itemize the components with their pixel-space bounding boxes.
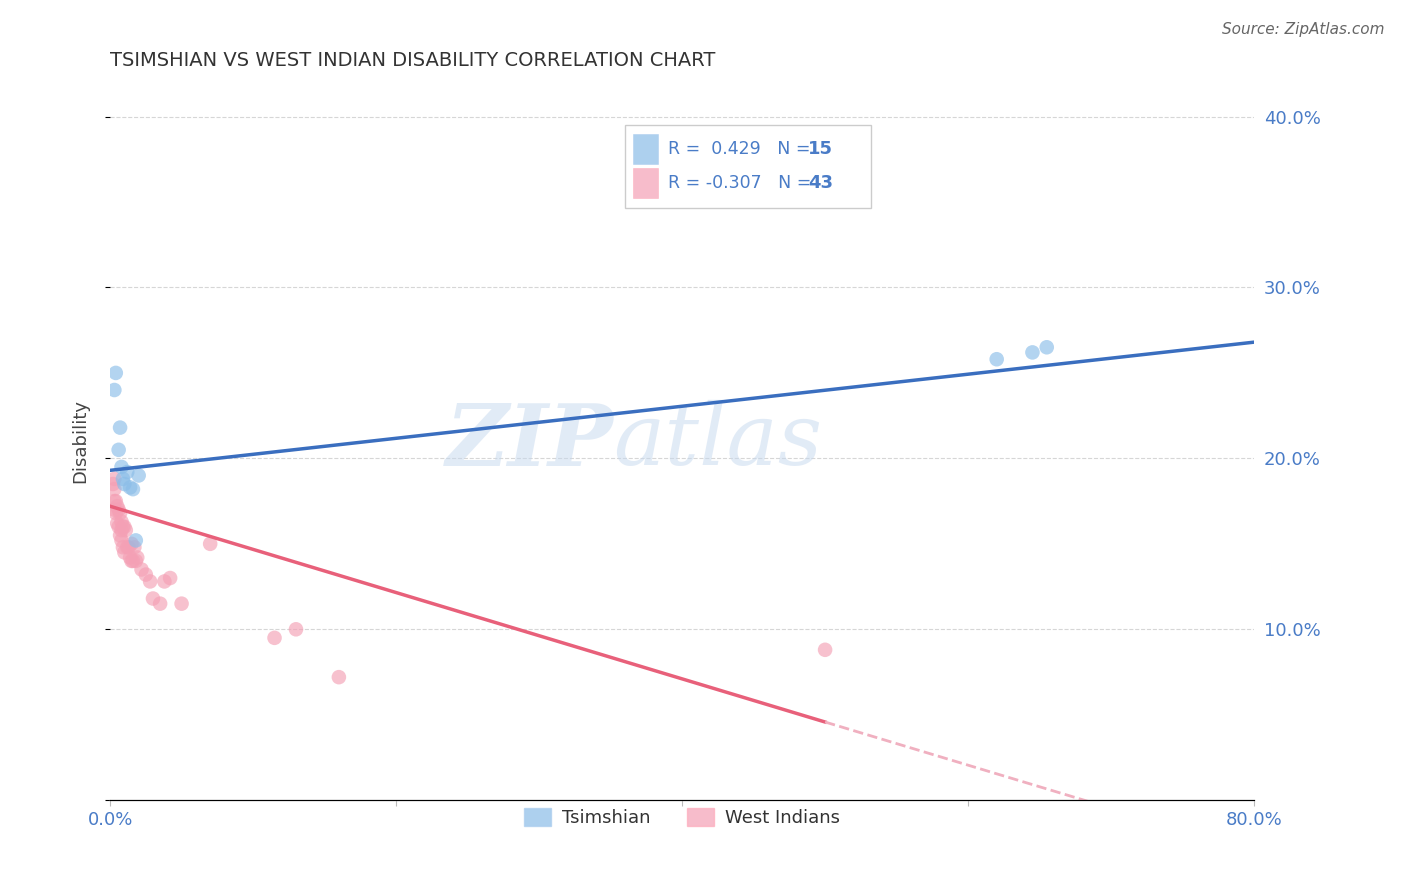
Point [111,541,134,555]
Point [135,567,157,582]
Point [131,562,153,576]
Text: ZIP: ZIP [446,400,613,483]
Point [285,622,308,636]
Point [153,574,176,589]
Text: R =  0.429   N =: R = 0.429 N = [668,140,817,158]
Y-axis label: Disability: Disability [72,400,89,483]
Point [103,472,125,486]
Point [108,528,131,542]
Point [128,468,150,483]
Point [122,554,145,568]
Point [198,537,221,551]
Text: R = -0.307   N =: R = -0.307 N = [668,174,817,192]
Point [142,591,165,606]
Point [114,523,136,537]
Point [104,494,127,508]
Point [110,533,132,548]
FancyBboxPatch shape [624,126,870,208]
Point [104,366,127,380]
Point [115,465,138,479]
Point [1021,345,1043,359]
Point [120,480,142,494]
Point [105,500,128,514]
Text: TSIMSHIAN VS WEST INDIAN DISABILITY CORRELATION CHART: TSIMSHIAN VS WEST INDIAN DISABILITY CORR… [110,51,716,70]
Point [115,541,138,555]
Point [103,482,125,496]
Point [110,515,132,529]
Point [110,523,132,537]
Text: 43: 43 [808,174,832,192]
Point [121,537,143,551]
Point [107,442,129,457]
Point [122,482,145,496]
Point [814,642,837,657]
Text: Source: ZipAtlas.com: Source: ZipAtlas.com [1222,22,1385,37]
Point [108,506,131,520]
Point [103,502,125,516]
Point [112,477,135,491]
Point [328,670,350,684]
Point [107,502,129,516]
FancyBboxPatch shape [633,134,658,164]
Point [108,420,131,434]
Point [107,520,129,534]
Point [125,533,148,548]
Point [1035,340,1057,354]
Point [110,459,132,474]
Point [139,574,162,589]
Point [111,472,134,486]
Point [101,477,124,491]
Point [120,550,142,565]
Point [103,383,125,397]
Point [159,571,181,585]
Point [149,597,172,611]
Text: atlas: atlas [613,400,823,483]
Legend: Tsimshian, West Indians: Tsimshian, West Indians [517,800,846,834]
Point [124,541,146,555]
FancyBboxPatch shape [633,168,658,198]
Point [263,631,285,645]
Text: 15: 15 [808,140,832,158]
Point [118,541,141,555]
Point [105,516,128,531]
Point [125,554,148,568]
Point [103,494,125,508]
Point [112,545,135,559]
Point [986,352,1008,367]
Point [104,506,127,520]
Point [127,550,149,565]
Point [170,597,193,611]
Point [111,520,134,534]
Point [112,520,135,534]
Point [121,554,143,568]
